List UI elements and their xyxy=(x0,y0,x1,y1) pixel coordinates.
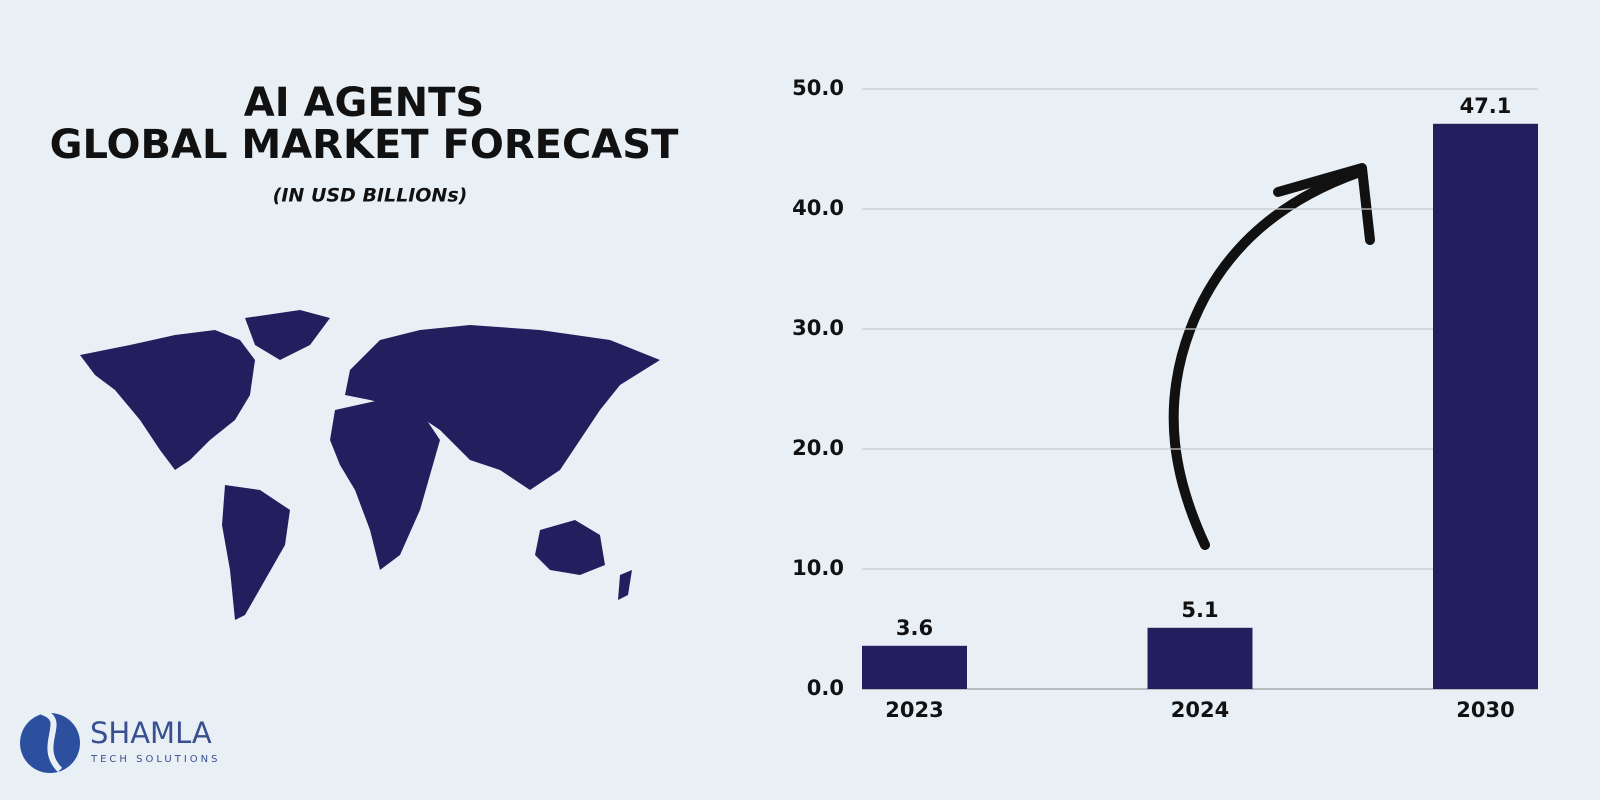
logo-swoosh xyxy=(40,709,63,773)
arrow-shaft xyxy=(1168,167,1365,550)
y-tick-label: 40.0 xyxy=(792,196,844,220)
y-tick-label: 10.0 xyxy=(792,556,844,580)
y-tick-label: 0.0 xyxy=(807,676,844,700)
subtitle: (IN USD BILLIONs) xyxy=(273,185,468,207)
arrow-head xyxy=(1273,163,1375,245)
bar xyxy=(1147,627,1253,689)
y-tick-label: 20.0 xyxy=(792,436,844,460)
logo: SHAMLA TECH SOLUTIONS xyxy=(20,709,220,773)
value-label: 3.6 xyxy=(896,616,933,640)
bar xyxy=(1433,123,1538,690)
title-line: GLOBAL MARKET FORECAST xyxy=(50,122,679,168)
world-map xyxy=(80,310,660,620)
x-tick-label: 2024 xyxy=(1171,698,1229,722)
bar xyxy=(862,645,967,689)
title-line: AI AGENTS xyxy=(244,80,484,126)
y-tick-label: 50.0 xyxy=(792,76,844,100)
logo-name: SHAMLA xyxy=(90,716,212,750)
value-label: 5.1 xyxy=(1181,598,1218,622)
x-tick-label: 2030 xyxy=(1456,698,1514,722)
y-tick-label: 30.0 xyxy=(792,316,844,340)
value-label: 47.1 xyxy=(1460,94,1512,118)
logo-tagline: TECH SOLUTIONS xyxy=(90,754,220,765)
x-tick-label: 2023 xyxy=(885,698,943,722)
